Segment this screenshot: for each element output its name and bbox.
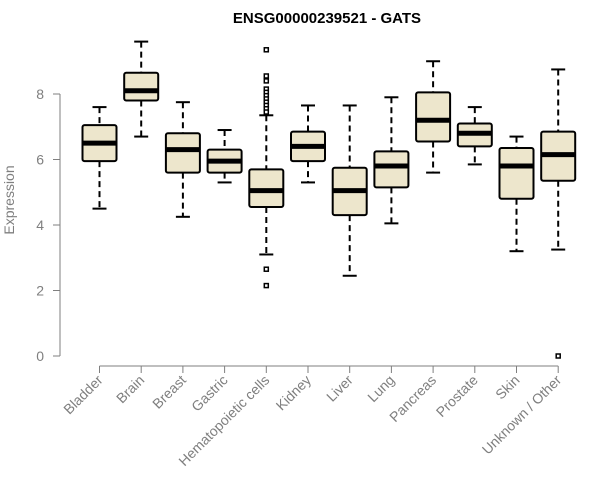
x-tick-label: Unknown / Other (479, 372, 565, 458)
y-tick-label: 4 (36, 217, 44, 233)
outlier-point (263, 282, 270, 289)
x-tick-label: Prostate (433, 372, 481, 420)
x-tick-label: Breast (149, 372, 189, 412)
x-tick-label: Lung (364, 372, 397, 405)
outlier-point (263, 266, 270, 272)
outlier-point (263, 47, 270, 53)
y-tick-label: 6 (36, 152, 44, 168)
box-brain (123, 71, 160, 102)
x-tick-label: Bladder (60, 372, 106, 418)
outlier-point (263, 109, 270, 115)
box-skin (498, 147, 535, 200)
y-axis-label: Expression (1, 165, 17, 234)
box-lung (373, 150, 410, 189)
box-pancreas (415, 91, 452, 143)
x-tick-label: Brain (113, 372, 147, 406)
y-tick-label: 8 (36, 86, 44, 102)
outlier-point (555, 353, 561, 359)
y-tick-label: 2 (36, 283, 44, 299)
x-tick-label: Liver (323, 372, 356, 405)
outlier-point (263, 73, 270, 79)
chart-title: ENSG00000239521 - GATS (233, 10, 421, 27)
x-tick-label: Skin (492, 372, 523, 403)
y-tick-label: 0 (36, 348, 44, 364)
x-tick-label: Kidney (273, 372, 315, 414)
outlier-point (263, 78, 270, 84)
box-breast (164, 132, 201, 174)
